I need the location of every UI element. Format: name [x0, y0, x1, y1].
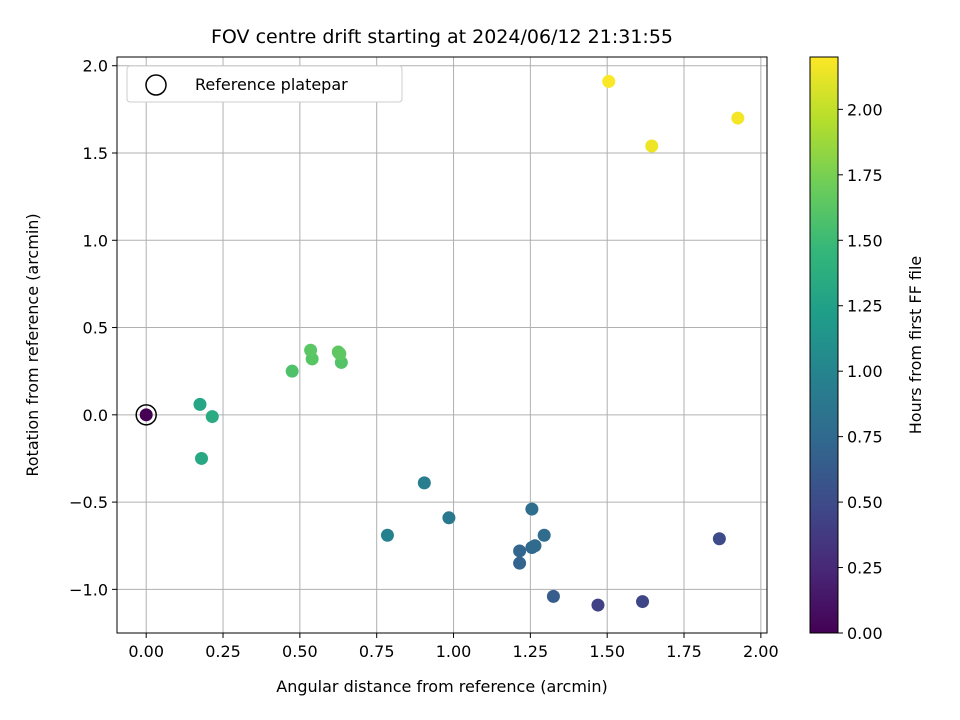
- colorbar-ticks: 0.00 0.25 0.50 0.75 1.00 1.25 1.50 1.75 2.00: [838, 100, 883, 643]
- reference-marker: [135, 404, 157, 426]
- colorbar-tick-label: 0.75: [847, 428, 883, 447]
- y-axis-ticks: −1.0 −0.5 0.0 0.5 1.0 1.5 2.0: [69, 57, 117, 599]
- data-point: [304, 343, 318, 357]
- data-point: [546, 589, 560, 603]
- x-tick-label: 0.75: [359, 642, 395, 661]
- data-point: [528, 539, 542, 553]
- x-tick-label: 1.75: [666, 642, 702, 661]
- x-tick-label: 2.00: [743, 642, 779, 661]
- y-tick-label: 2.0: [83, 57, 108, 76]
- legend: Reference platepar: [126, 65, 403, 103]
- data-point: [525, 502, 539, 516]
- colorbar-tick-label: 0.50: [847, 493, 883, 512]
- plot-area-frame: [116, 56, 768, 634]
- x-tick-label: 1.50: [589, 642, 625, 661]
- x-axis-ticks: 0.00 0.25 0.50 0.75 1.00 1.25 1.50 1.75 2.00: [128, 633, 779, 661]
- y-tick-label: 0.5: [83, 319, 108, 338]
- y-tick-label: −0.5: [69, 493, 108, 512]
- legend-reference-marker: [145, 74, 167, 96]
- data-point: [591, 598, 605, 612]
- colorbar-tick-label: 1.75: [847, 166, 883, 185]
- x-tick-label: 1.25: [513, 642, 549, 661]
- y-tick-label: 1.5: [83, 144, 108, 163]
- data-point: [380, 528, 394, 542]
- y-tick-label: −1.0: [69, 580, 108, 599]
- y-tick-label: 0.0: [83, 406, 108, 425]
- data-point: [417, 476, 431, 490]
- data-point: [442, 511, 456, 525]
- colorbar-tick-label: 1.00: [847, 362, 883, 381]
- data-point: [537, 528, 551, 542]
- data-point: [333, 347, 347, 361]
- x-tick-label: 0.25: [205, 642, 241, 661]
- data-point: [193, 397, 207, 411]
- x-tick-label: 0.00: [128, 642, 164, 661]
- y-axis-label: Rotation from reference (arcmin): [23, 213, 42, 476]
- data-point: [139, 408, 153, 422]
- colorbar-tick-label: 0.00: [847, 624, 883, 643]
- data-point: [513, 544, 527, 558]
- chart-title: FOV centre drift starting at 2024/06/12 …: [211, 26, 673, 48]
- data-point: [731, 111, 745, 125]
- colorbar: [809, 56, 839, 634]
- colorbar-tick-label: 1.50: [847, 231, 883, 250]
- legend-label-reference: Reference platepar: [195, 75, 348, 94]
- data-point: [602, 74, 616, 88]
- grid-lines: [117, 57, 767, 633]
- data-point: [513, 556, 527, 570]
- data-point: [205, 410, 219, 424]
- x-tick-label: 0.50: [282, 642, 318, 661]
- data-point: [712, 532, 726, 546]
- x-tick-label: 1.00: [436, 642, 472, 661]
- colorbar-tick-label: 1.25: [847, 297, 883, 316]
- data-point: [636, 595, 650, 609]
- colorbar-tick-label: 0.25: [847, 559, 883, 578]
- data-point: [285, 364, 299, 378]
- x-axis-label: Angular distance from reference (arcmin): [276, 677, 607, 696]
- data-point: [195, 451, 209, 465]
- colorbar-label: Hours from first FF file: [906, 256, 925, 435]
- legend-box: [126, 65, 403, 103]
- colorbar-tick-label: 2.00: [847, 100, 883, 119]
- scatter-points: [135, 74, 745, 612]
- y-tick-label: 1.0: [83, 231, 108, 250]
- data-point: [645, 139, 659, 153]
